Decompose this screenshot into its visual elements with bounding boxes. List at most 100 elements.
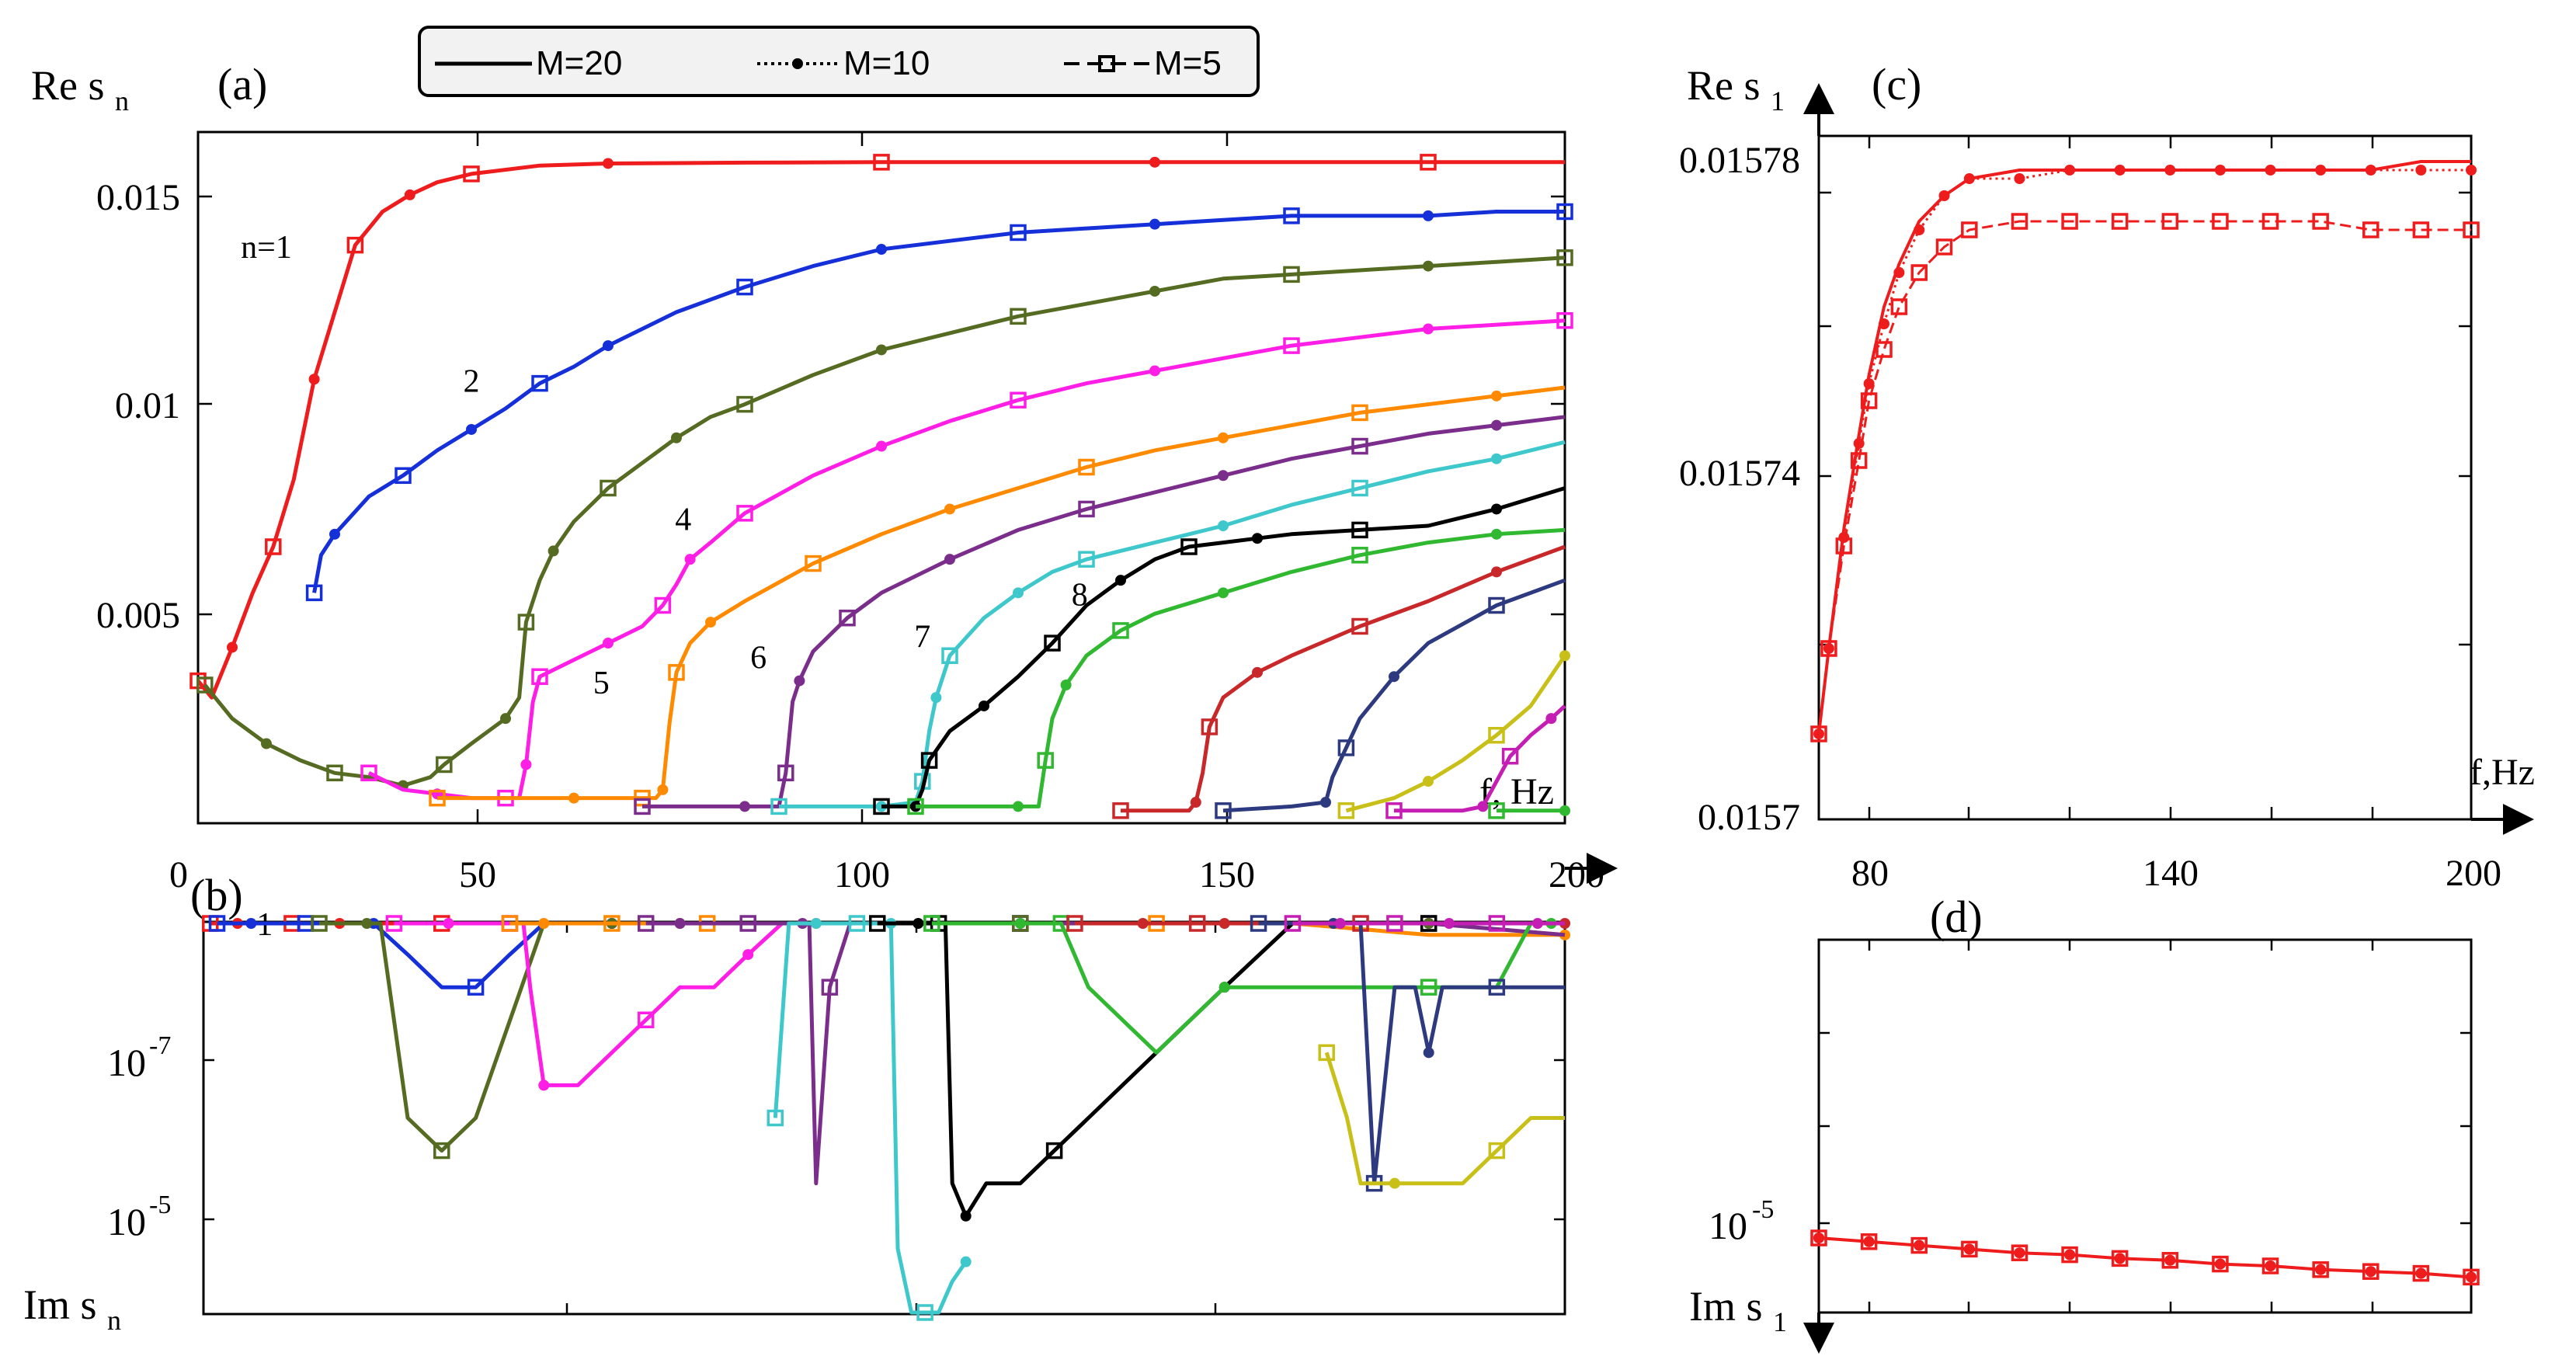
panel-b-ylabel: Im s xyxy=(23,1281,97,1328)
panel-a-series-7-square-marker xyxy=(941,647,958,664)
panel-a-series-5-circle-marker xyxy=(568,792,579,804)
panel-a-series-2-circle-marker xyxy=(603,340,614,352)
panel-a-series-4-circle-marker xyxy=(1423,323,1434,335)
panel-a-series-2-circle-marker xyxy=(1423,210,1434,221)
panel-d: (d) 10 -5 Im s 1 xyxy=(1689,892,2480,1354)
panel-a-series-6-circle-marker xyxy=(1491,419,1502,431)
panel-a-curve-label-4: 4 xyxy=(675,502,691,537)
panel-a-series-2-square-marker xyxy=(531,374,548,392)
panel-b-series-12-line xyxy=(1324,1052,1565,1186)
panel-c-series-M=10-circle-marker xyxy=(2064,165,2076,176)
panel-b-tag: (b) xyxy=(190,870,243,920)
panel-c-tag: (c) xyxy=(1872,59,1921,110)
panel-b-series-2-circle-marker xyxy=(245,918,257,929)
panel-b-series-5-circle-marker xyxy=(1559,929,1570,941)
panel-a-ylabel-sub: n xyxy=(115,85,129,116)
panel-c-series-M=5-square-marker xyxy=(2463,221,2480,238)
panel-d-series-M=10-circle-marker xyxy=(2415,1267,2427,1279)
panel-a-series-4-square-marker xyxy=(360,764,377,782)
panel-b-series-10-circle-marker xyxy=(1218,918,1230,929)
panel-a-xtick-200: 200 xyxy=(1549,854,1604,895)
panel-a-series-8-square-marker xyxy=(1180,538,1198,555)
panel-a-series-10-circle-marker xyxy=(1190,797,1201,808)
panel-a-series-8-square-marker xyxy=(1351,521,1368,539)
panel-b-series-4-square-marker xyxy=(385,915,403,932)
panel-a-series-6-square-marker xyxy=(1078,500,1095,518)
panel-d-series-M=5-square-marker xyxy=(2362,1263,2380,1280)
panel-a-series-2-square-marker xyxy=(1283,207,1300,224)
panel-d-series-M=5-square-marker xyxy=(2463,1268,2480,1286)
panel-a-series-9-square-marker xyxy=(1351,547,1368,564)
panel-b-series-7-square-marker xyxy=(767,1109,784,1127)
panel-a-curve-label-5: 5 xyxy=(593,666,610,701)
panel-a-series-4-square-marker xyxy=(736,505,753,522)
legend: M=20 M=10 M=5 xyxy=(418,26,1260,97)
panel-b-series-8-line xyxy=(877,921,1565,1219)
panel-d-series-M=5-square-marker xyxy=(2261,1257,2279,1274)
panel-c-ticks xyxy=(1819,136,2471,819)
panel-a-series-2-circle-marker xyxy=(329,528,340,540)
panel-a-series-13-circle-marker xyxy=(1477,801,1489,812)
panel-a-series-2-low-circle-marker xyxy=(1149,285,1160,297)
panel-d-ytick: 10 xyxy=(1709,1204,1747,1247)
panel-c-xtick-80: 80 xyxy=(1851,853,1889,894)
panel-d-series-M=5-square-marker xyxy=(2061,1246,2078,1264)
legend-marker-m5 xyxy=(1098,55,1115,72)
panel-c-series-M=10-circle-marker xyxy=(2315,165,2327,176)
panel-b-series-3-square-marker xyxy=(433,1142,450,1160)
panel-b: (b) 10 -7 10 -5 Im s n 12345678 xyxy=(23,870,1570,1336)
panel-c-series-M=5-square-marker xyxy=(1860,392,1878,409)
panel-c: (c) Re s 1 f,Hz 80 140 200 0.0157 0.0157… xyxy=(1679,59,2535,894)
panel-c-plot-frame xyxy=(1817,134,2473,821)
legend-label-m5: M=5 xyxy=(1154,44,1222,82)
panel-c-series-M=5-square-marker xyxy=(2312,213,2329,230)
panel-c-series-M=5-line xyxy=(1817,220,2471,735)
panel-b-series-5-square-marker xyxy=(603,915,621,932)
panel-d-series-M=5-square-marker xyxy=(1810,1229,1827,1246)
panel-c-series-M=5-square-marker xyxy=(1810,725,1827,742)
panel-a-series-8-circle-marker xyxy=(1252,533,1263,544)
panel-b-series-6-square-marker xyxy=(739,915,756,932)
panel-a-series-6-circle-marker xyxy=(1218,470,1229,482)
panel-a-series-2-square-marker xyxy=(395,467,412,485)
panel-c-ylabel: Re s xyxy=(1687,62,1761,109)
panel-b-ytick-upper-exp: -7 xyxy=(149,1031,171,1060)
panel-c-series-M=10-circle-marker xyxy=(2265,165,2276,176)
panel-c-series-M=10-line xyxy=(1817,169,2471,735)
panel-a-series-1-square-marker xyxy=(346,236,364,254)
legend-label-m10: M=10 xyxy=(843,44,930,82)
panel-a-curve-label-7: 7 xyxy=(914,619,930,655)
panel-a-series-10-circle-marker xyxy=(1491,566,1502,578)
panel-c-series-M=10-circle-marker xyxy=(2214,165,2226,176)
panel-a-series-12-circle-marker xyxy=(1423,776,1434,788)
panel-b-series-11-line xyxy=(1258,921,1565,1186)
panel-a-series-9-tail-circle-marker xyxy=(1559,805,1570,816)
panel-a-series-1-square-marker xyxy=(873,154,890,171)
panel-c-series-M=5-square-marker xyxy=(2011,213,2028,230)
panel-c-series-M=10-circle-marker xyxy=(2415,165,2427,176)
panel-a-series-8-circle-marker xyxy=(1491,503,1502,515)
panel-a-series-7-circle-marker xyxy=(1013,587,1024,599)
panel-a-series-9-tail-square-marker xyxy=(1488,802,1505,819)
panel-b-series-8-square-marker xyxy=(868,915,886,932)
panel-a-series-13-circle-marker xyxy=(1545,713,1557,725)
panel-a-series-5-square-marker xyxy=(1351,404,1368,422)
panel-b-series-4-line xyxy=(394,921,784,1087)
panel-b-series-12-square-marker xyxy=(1318,1044,1335,1062)
panel-a-series-6-circle-marker xyxy=(794,675,805,687)
panel-a-series-10-circle-marker xyxy=(1252,666,1263,678)
panel-c-series-M=5-square-marker xyxy=(2362,221,2380,238)
panel-c-series-M=5-square-marker xyxy=(1961,221,1978,238)
panel-b-series-4-circle-marker xyxy=(742,949,754,961)
panel-a-series-9-square-marker xyxy=(1037,752,1054,769)
panel-d-series xyxy=(1810,1229,2480,1286)
panel-a-series-2-low-circle-marker xyxy=(500,713,511,725)
panel-a-series-6-circle-marker xyxy=(739,801,750,812)
legend-marker-m10 xyxy=(792,58,803,69)
panel-a-series-6-circle-marker xyxy=(944,554,955,565)
panel-d-ytick-exp: -5 xyxy=(1752,1195,1774,1224)
panel-b-series-8-circle-marker xyxy=(960,1210,972,1222)
panel-a-ylabel: Re s xyxy=(31,62,105,109)
panel-c-series-M=5-square-marker xyxy=(1890,298,1908,315)
panel-a-series-10-square-marker xyxy=(1351,617,1368,635)
